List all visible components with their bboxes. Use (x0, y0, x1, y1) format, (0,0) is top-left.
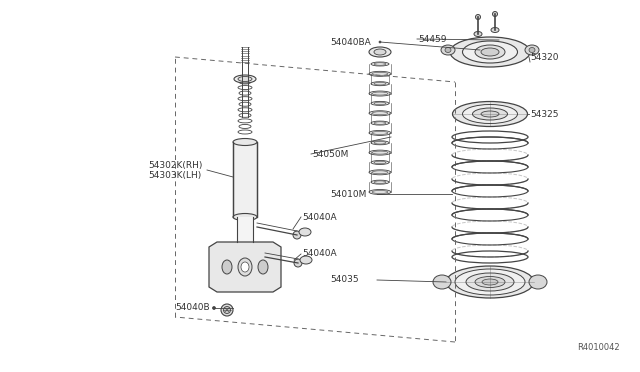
Ellipse shape (371, 82, 389, 86)
Text: 54325: 54325 (530, 109, 559, 119)
Ellipse shape (445, 48, 451, 52)
Ellipse shape (372, 72, 388, 76)
Ellipse shape (525, 45, 539, 55)
Text: 54302K(RH): 54302K(RH) (148, 160, 202, 170)
Ellipse shape (433, 275, 451, 289)
Ellipse shape (371, 62, 389, 66)
Ellipse shape (372, 190, 388, 193)
Text: 54010M: 54010M (330, 189, 366, 199)
Ellipse shape (463, 105, 518, 124)
Ellipse shape (475, 276, 505, 288)
Ellipse shape (374, 141, 386, 144)
Ellipse shape (475, 45, 505, 59)
Ellipse shape (234, 75, 256, 83)
Ellipse shape (455, 269, 525, 295)
Ellipse shape (481, 111, 499, 117)
Ellipse shape (529, 275, 547, 289)
Ellipse shape (481, 48, 499, 56)
Ellipse shape (371, 180, 389, 184)
Ellipse shape (374, 122, 386, 124)
Ellipse shape (372, 131, 388, 134)
Ellipse shape (258, 260, 268, 274)
Text: 54040BA: 54040BA (330, 38, 371, 46)
Ellipse shape (379, 41, 381, 43)
Ellipse shape (369, 47, 391, 57)
Text: R4010042: R4010042 (577, 343, 620, 352)
Ellipse shape (233, 214, 257, 221)
Polygon shape (209, 242, 281, 292)
Ellipse shape (374, 161, 386, 164)
Bar (233, 142, 257, 217)
Ellipse shape (223, 307, 230, 314)
Text: 54040A: 54040A (302, 250, 337, 259)
Ellipse shape (446, 266, 534, 298)
Ellipse shape (241, 262, 249, 272)
Ellipse shape (374, 49, 386, 55)
Text: 54040A: 54040A (302, 212, 337, 221)
Ellipse shape (371, 160, 389, 164)
Ellipse shape (238, 77, 252, 81)
Ellipse shape (369, 170, 391, 175)
Ellipse shape (293, 231, 301, 239)
Text: 54040B: 54040B (175, 304, 210, 312)
Ellipse shape (372, 92, 388, 95)
Bar (237, 217, 253, 242)
Ellipse shape (474, 32, 482, 36)
Ellipse shape (294, 259, 302, 267)
Text: 54303K(LH): 54303K(LH) (148, 170, 201, 180)
Ellipse shape (374, 83, 386, 85)
Ellipse shape (372, 112, 388, 115)
Text: 54050M: 54050M (312, 150, 348, 158)
Text: 54035: 54035 (330, 276, 358, 285)
Ellipse shape (476, 15, 481, 19)
Ellipse shape (222, 260, 232, 274)
Ellipse shape (463, 41, 518, 63)
Ellipse shape (369, 91, 391, 96)
Ellipse shape (466, 273, 514, 291)
Ellipse shape (493, 12, 497, 16)
Ellipse shape (371, 121, 389, 125)
Ellipse shape (369, 150, 391, 155)
Ellipse shape (372, 151, 388, 154)
Ellipse shape (221, 304, 233, 316)
Ellipse shape (238, 258, 252, 276)
Ellipse shape (371, 102, 389, 105)
Ellipse shape (529, 48, 535, 52)
Ellipse shape (374, 181, 386, 183)
Ellipse shape (369, 111, 391, 116)
Ellipse shape (369, 71, 391, 76)
Ellipse shape (212, 307, 216, 310)
Text: 54459: 54459 (418, 35, 447, 44)
Ellipse shape (371, 141, 389, 145)
Ellipse shape (452, 102, 527, 126)
Ellipse shape (369, 189, 391, 195)
Ellipse shape (472, 108, 508, 120)
Ellipse shape (450, 37, 530, 67)
Ellipse shape (374, 63, 386, 65)
Ellipse shape (372, 171, 388, 174)
Ellipse shape (491, 28, 499, 32)
Ellipse shape (300, 256, 312, 264)
Text: 54320: 54320 (530, 52, 559, 61)
Ellipse shape (233, 138, 257, 145)
Ellipse shape (299, 228, 311, 236)
Ellipse shape (441, 45, 455, 55)
Ellipse shape (482, 279, 498, 285)
Ellipse shape (374, 102, 386, 105)
Ellipse shape (369, 131, 391, 135)
